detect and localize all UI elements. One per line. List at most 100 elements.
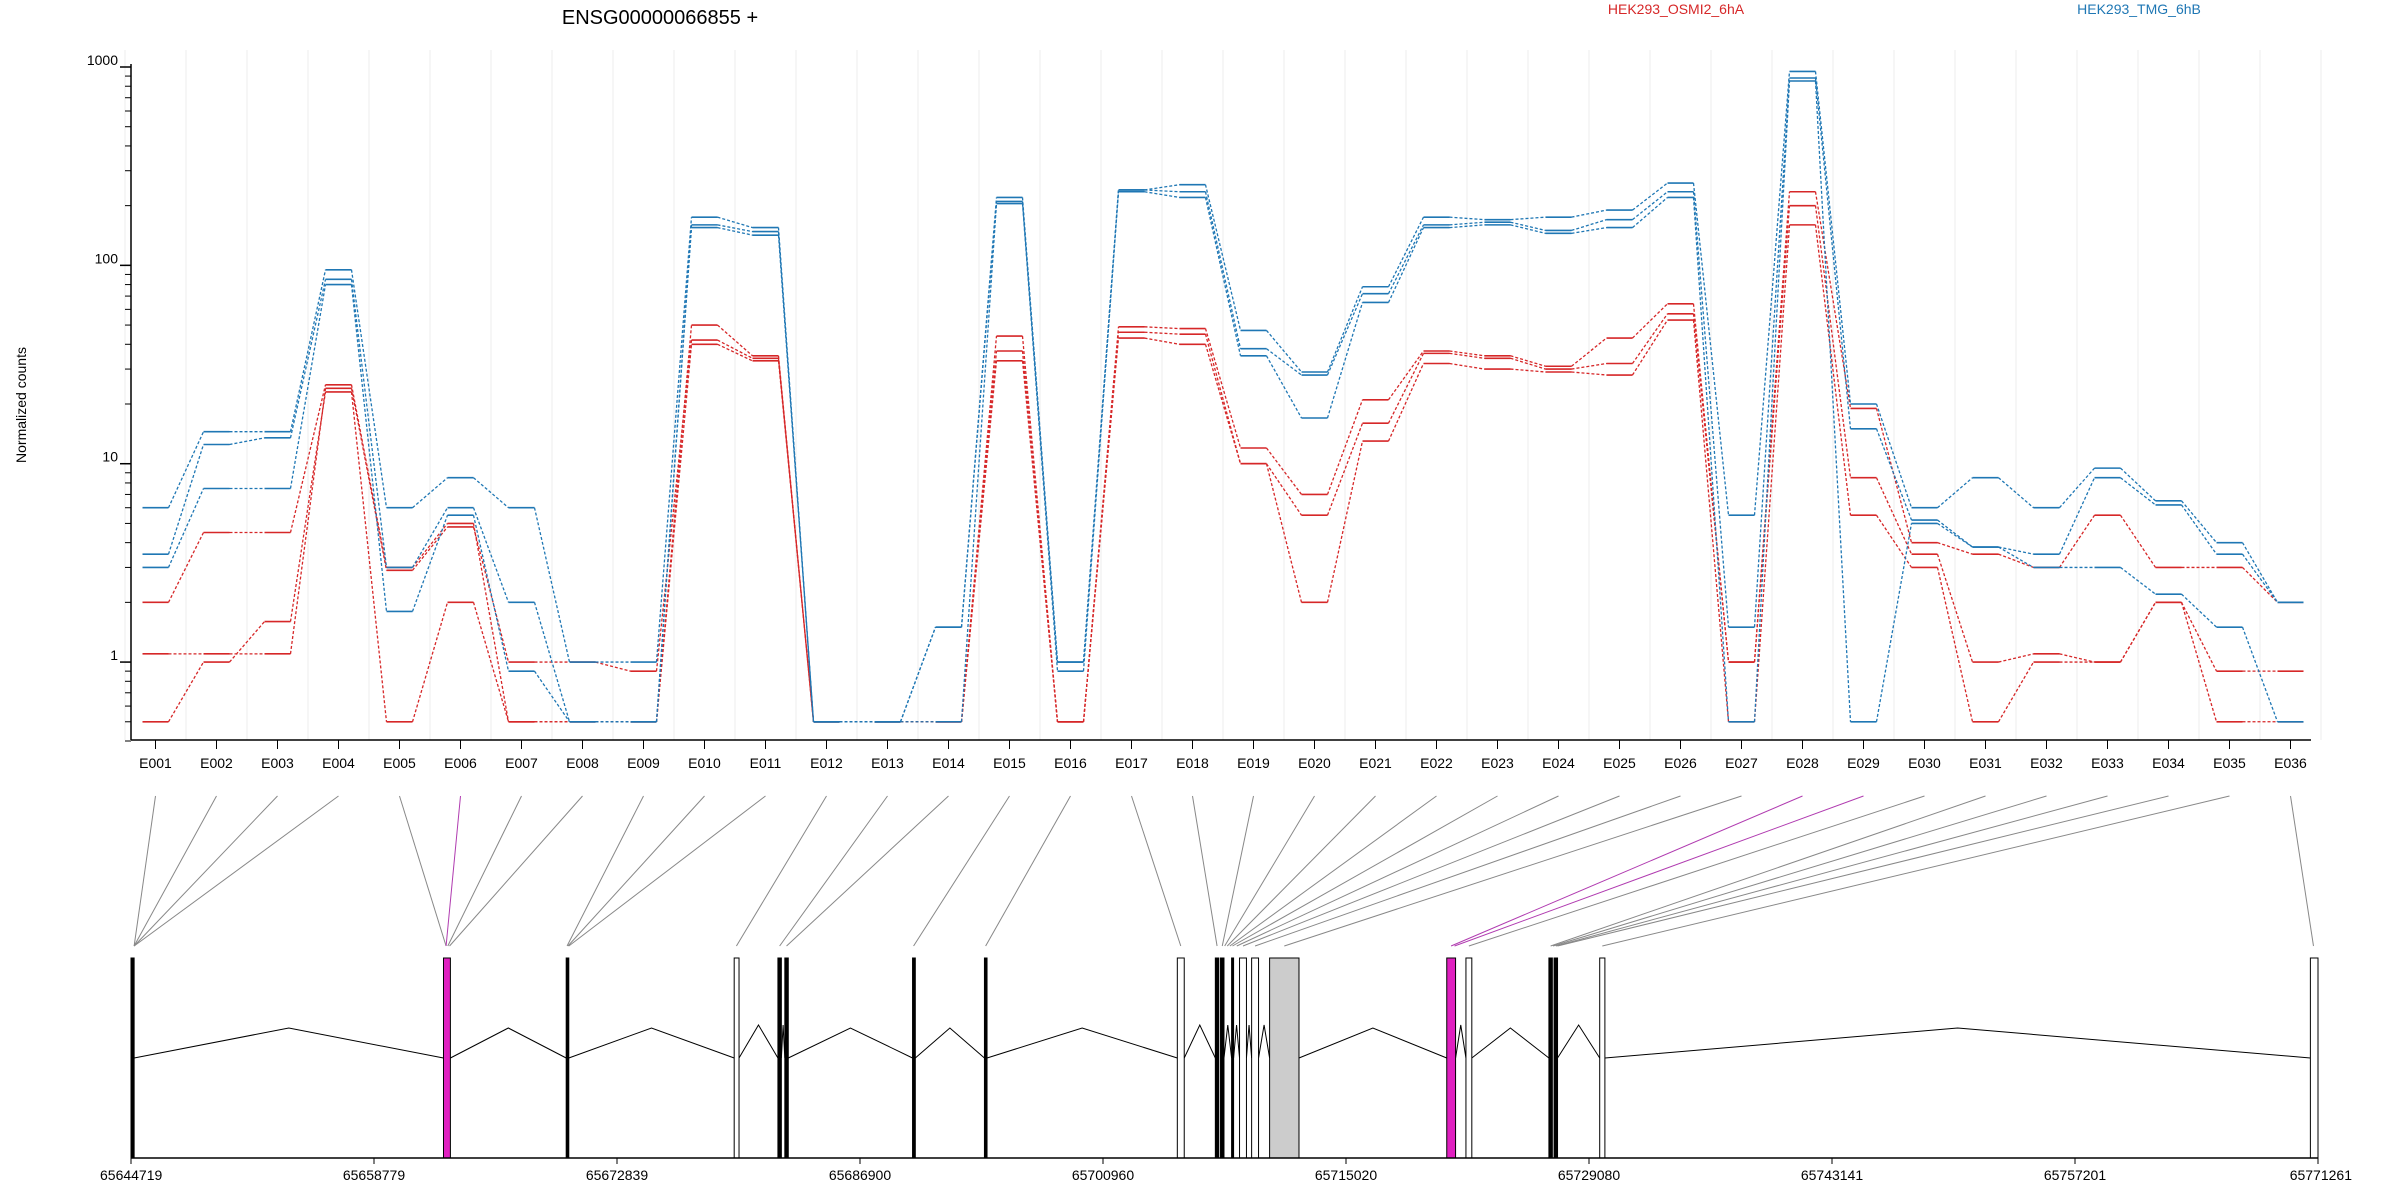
series-connector bbox=[533, 602, 571, 722]
intron bbox=[1223, 1024, 1233, 1059]
genome-coordinate-ticks: 65644719 65658779 65672839 65686900 65700960… bbox=[100, 1158, 2352, 1183]
series-connector bbox=[1144, 326, 1180, 330]
series-connector bbox=[2180, 504, 2218, 555]
series-connector bbox=[1692, 197, 1730, 722]
series-connector bbox=[1144, 184, 1180, 191]
series-connector bbox=[1998, 546, 2034, 555]
series-connector bbox=[350, 391, 388, 722]
coordinate-tick-label: 65658779 bbox=[343, 1167, 406, 1183]
series-connector bbox=[1631, 313, 1669, 364]
gene-model: 65644719 65658779 65672839 65686900 65700960… bbox=[100, 957, 2352, 1183]
connector-line bbox=[1221, 795, 1254, 947]
exon-boxes bbox=[130, 957, 2319, 1159]
intron bbox=[1455, 1024, 1467, 1059]
exon-box bbox=[784, 957, 789, 1159]
series-connector bbox=[1266, 348, 1302, 376]
exon-box bbox=[1251, 957, 1260, 1159]
series-connector bbox=[1510, 368, 1546, 373]
series-connector bbox=[2180, 602, 2218, 672]
connector-line bbox=[736, 795, 827, 947]
connector-line bbox=[1555, 795, 2108, 947]
series-connector bbox=[1753, 224, 1791, 722]
series-connector bbox=[1571, 209, 1607, 218]
coordinate-tick-label: 65729080 bbox=[1558, 1167, 1621, 1183]
series-connector bbox=[2241, 626, 2279, 723]
series-connector bbox=[1753, 191, 1791, 663]
x-tick-label: E018 bbox=[1176, 755, 1209, 771]
exon-box bbox=[1239, 957, 1247, 1159]
connector-line bbox=[133, 795, 339, 947]
y-tick-label: 1000 bbox=[87, 52, 118, 68]
series-connector bbox=[1632, 191, 1668, 221]
series-connector bbox=[289, 279, 327, 438]
x-tick-label: E033 bbox=[2091, 755, 2124, 771]
x-tick-label: E012 bbox=[810, 755, 843, 771]
intron bbox=[738, 1024, 779, 1059]
series-connector bbox=[289, 384, 327, 533]
series-connector bbox=[1692, 182, 1730, 516]
exon-box bbox=[912, 957, 916, 1159]
exon-box bbox=[442, 957, 451, 1159]
series-connector bbox=[2241, 542, 2279, 603]
series-connector bbox=[1449, 221, 1485, 226]
series-connector bbox=[1387, 353, 1425, 424]
series-connector bbox=[1265, 355, 1303, 419]
series-connector bbox=[411, 602, 449, 722]
series-connector bbox=[1326, 302, 1364, 419]
series-connector bbox=[1387, 224, 1425, 294]
series-connector bbox=[1571, 337, 1607, 367]
series-connector bbox=[1998, 553, 2034, 569]
series-connector bbox=[717, 339, 753, 359]
connector-line bbox=[1468, 795, 1925, 947]
series-connector bbox=[1265, 463, 1303, 516]
series-connector bbox=[167, 431, 205, 508]
exon-box bbox=[1220, 957, 1225, 1159]
connector-line bbox=[1236, 795, 1559, 947]
connector-line bbox=[567, 795, 705, 947]
connector-line bbox=[399, 795, 447, 947]
series-connector bbox=[899, 626, 937, 723]
series-connector bbox=[1510, 216, 1546, 221]
series-connector bbox=[1082, 326, 1120, 722]
x-tick-label: E004 bbox=[322, 755, 355, 771]
intron bbox=[986, 1027, 1178, 1059]
series-connector bbox=[1571, 219, 1607, 232]
series-connector bbox=[1875, 408, 1913, 543]
series-connector bbox=[229, 621, 265, 663]
connector-line bbox=[568, 795, 766, 947]
series-connector bbox=[167, 488, 205, 568]
intron bbox=[134, 1027, 444, 1059]
exon-box bbox=[1231, 957, 1235, 1159]
series-connector bbox=[1997, 661, 2035, 723]
coordinate-tick-label: 65644719 bbox=[100, 1167, 163, 1183]
series-connector bbox=[1998, 477, 2034, 509]
connector-line bbox=[985, 795, 1071, 947]
intron bbox=[1471, 1027, 1550, 1059]
intron bbox=[1557, 1024, 1601, 1059]
exon-box bbox=[2309, 957, 2319, 1159]
series-connector bbox=[1875, 523, 1913, 722]
series-connector bbox=[2242, 566, 2278, 603]
series-connector bbox=[1692, 191, 1730, 628]
series-connector bbox=[960, 197, 998, 628]
coordinate-tick-label: 65700960 bbox=[1072, 1167, 1135, 1183]
series-connector bbox=[1449, 216, 1485, 221]
y-tick-label: 1 bbox=[110, 647, 118, 663]
series-connector bbox=[2119, 602, 2157, 663]
series-connector bbox=[1144, 189, 1180, 193]
x-tick-label: E019 bbox=[1237, 755, 1270, 771]
series-connector bbox=[350, 384, 388, 568]
exon-box bbox=[1548, 957, 1553, 1159]
connector-line bbox=[779, 795, 888, 947]
x-tick-label: E030 bbox=[1908, 755, 1941, 771]
x-tick-label: E020 bbox=[1298, 755, 1331, 771]
connector-line bbox=[1550, 795, 1986, 947]
series-connector bbox=[472, 526, 510, 663]
exon-box bbox=[1214, 957, 1220, 1159]
series-connector bbox=[1387, 227, 1425, 303]
series-connector bbox=[350, 279, 388, 568]
y-tick-label: 10 bbox=[102, 449, 118, 465]
x-axis-ticks: E001 E002 E003 E004 E005 E006 E007 E008 E009 E010… bbox=[139, 740, 2307, 771]
x-tick-label: E028 bbox=[1786, 755, 1819, 771]
exon-box bbox=[733, 957, 740, 1159]
